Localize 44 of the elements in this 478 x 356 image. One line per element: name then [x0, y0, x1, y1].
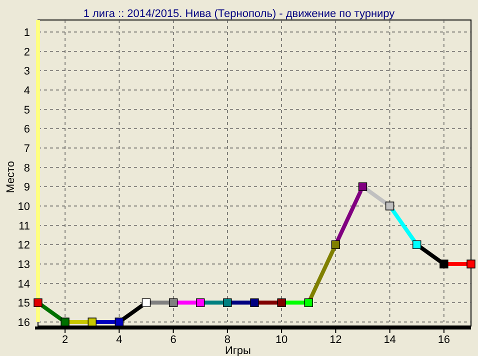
x-tick-label: 14 [384, 334, 396, 346]
point [440, 260, 448, 268]
x-tick-label: 6 [170, 334, 176, 346]
point [331, 240, 340, 250]
point [196, 298, 205, 308]
point [34, 298, 42, 308]
y-tick-label: 13 [18, 259, 30, 271]
y-tick-label: 5 [24, 104, 30, 116]
point [250, 298, 259, 308]
point [358, 182, 368, 192]
y-tick-label: 3 [24, 66, 30, 78]
y-tick-label: 10 [18, 201, 30, 213]
point [277, 298, 286, 308]
point [223, 298, 232, 308]
y-tick-label: 8 [24, 162, 30, 174]
x-tick-label: 16 [438, 334, 450, 346]
y-tick-label: 15 [18, 298, 30, 310]
point [88, 318, 96, 326]
y-tick-label: 1 [24, 27, 30, 39]
point [304, 298, 313, 308]
x-tick-label: 2 [62, 334, 68, 346]
chart-title: 1 лига :: 2014/2015. Нива (Тернополь) - движение по турниру [83, 8, 396, 20]
point [385, 202, 394, 210]
y-tick-label: 16 [18, 317, 30, 329]
y-tick-label: 11 [18, 220, 30, 232]
y-tick-label: 7 [24, 143, 30, 155]
y-tick-label: 12 [18, 240, 30, 252]
y-tick-label: 4 [24, 85, 30, 97]
y-tick-label: 2 [24, 46, 30, 58]
x-tick-label: 12 [330, 334, 342, 346]
x-tick-label: 10 [275, 334, 288, 346]
y-tick-label: 14 [18, 278, 30, 290]
x-tick-label: 8 [224, 334, 230, 346]
y-tick-label: 6 [24, 124, 30, 136]
point [412, 240, 422, 250]
point [142, 298, 151, 308]
point [466, 260, 476, 268]
y-axis-title: Место [5, 161, 17, 193]
point [60, 318, 70, 326]
point [168, 298, 178, 308]
x-tick-label: 4 [116, 334, 122, 346]
y-tick-label: 9 [24, 182, 30, 194]
x-axis-title: Игры [225, 345, 252, 356]
point [114, 318, 124, 326]
